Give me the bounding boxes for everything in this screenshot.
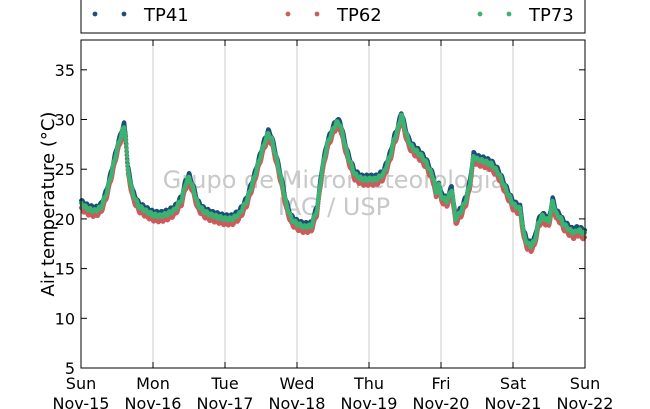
data-point [125, 158, 130, 163]
legend-marker [285, 11, 291, 17]
legend-label-TP73: TP73 [528, 5, 574, 26]
legend-label-TP62: TP62 [336, 5, 382, 26]
watermark-line-2: IAG / USP [278, 193, 390, 221]
legend-marker [121, 11, 127, 17]
data-point [124, 150, 129, 155]
data-points [78, 111, 588, 254]
legend: TP41 TP62 TP73 [80, 0, 586, 34]
data-point [125, 162, 130, 167]
legend-box [80, 0, 586, 34]
legend-marker [314, 11, 320, 17]
data-point [124, 139, 129, 144]
data-point [124, 142, 129, 147]
legend-marker [477, 11, 483, 17]
legend-marker [506, 11, 512, 17]
legend-label-TP41: TP41 [143, 5, 189, 26]
data-point [125, 154, 130, 159]
legend-marker [92, 11, 98, 17]
data-point [124, 146, 129, 151]
